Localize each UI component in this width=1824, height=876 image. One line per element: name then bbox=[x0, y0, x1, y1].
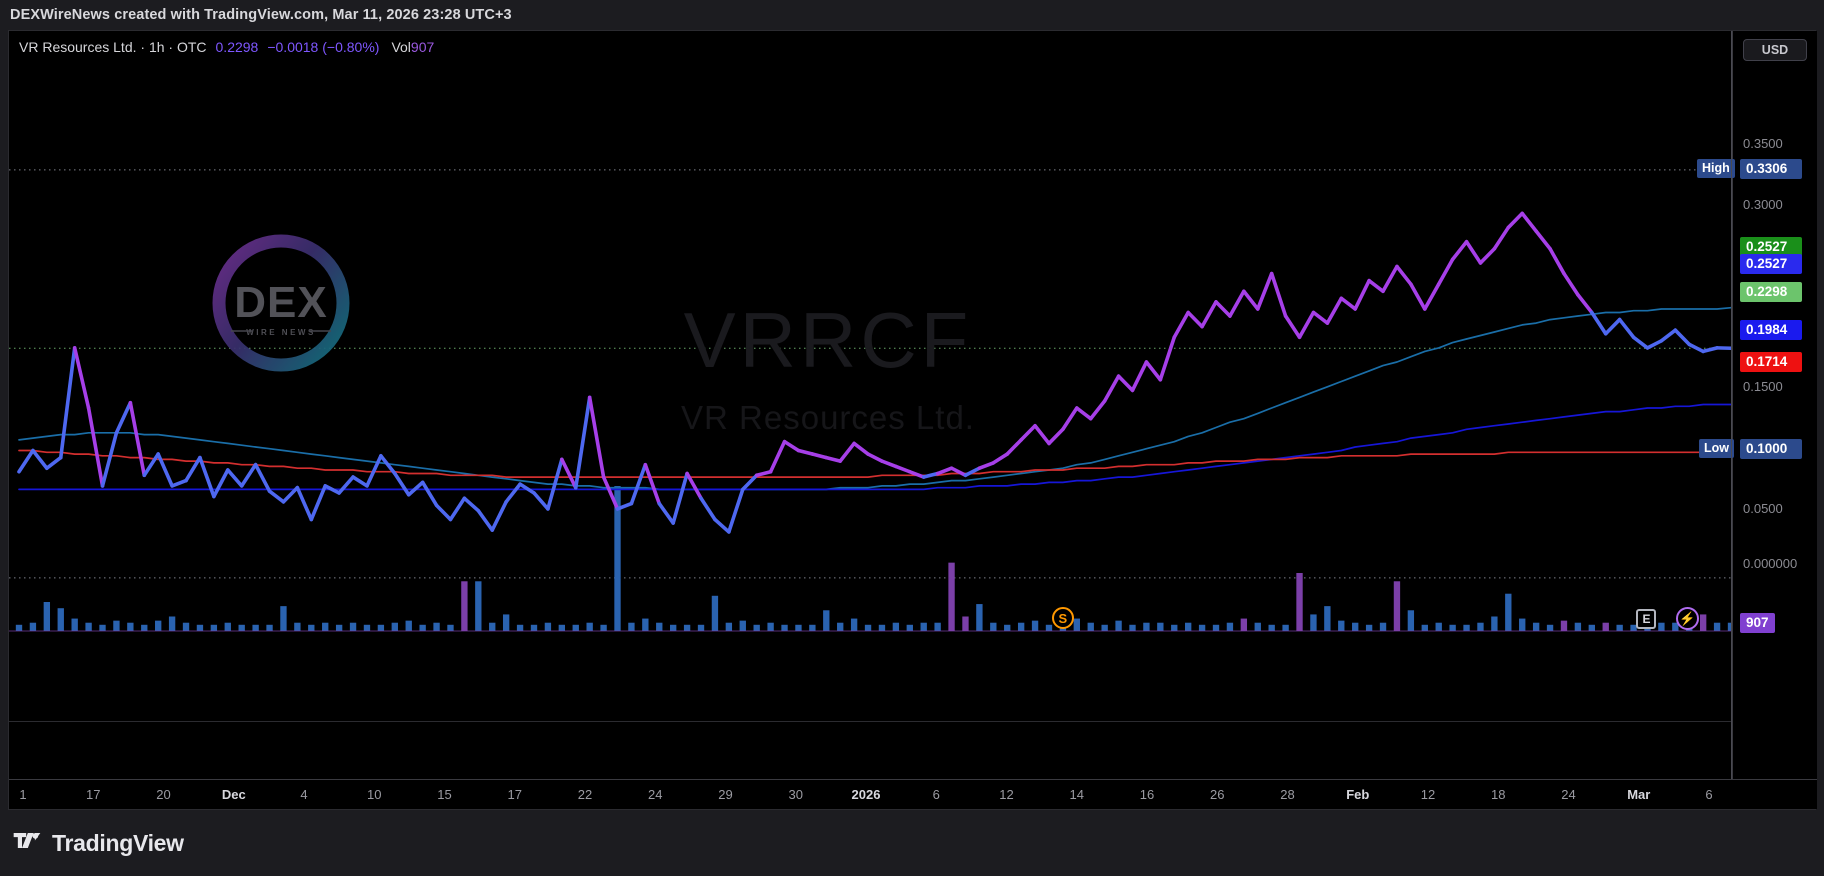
x-tick-14: 12 bbox=[999, 787, 1014, 802]
price-badge-ma-short[interactable]: 0.1984 bbox=[1740, 320, 1802, 340]
tradingview-brand-label: TradingView bbox=[52, 829, 184, 856]
x-tick-21: 18 bbox=[1491, 787, 1506, 802]
dexwirenews-logo-watermark: DEX WIRE NEWS bbox=[212, 234, 350, 372]
x-tick-22: 24 bbox=[1561, 787, 1576, 802]
split-marker[interactable]: S bbox=[1051, 607, 1074, 629]
time-axis[interactable]: 1 17 20 Dec 4 10 15 17 22 24 29 30 2026 6 12 14 16 26 28 Fe… bbox=[9, 779, 1817, 809]
y-tick-1: 0.3000 bbox=[1743, 197, 1783, 212]
price-axis[interactable]: USD 0.3500 0.3000 0.1500 0.0500 0.000000… bbox=[1732, 31, 1817, 779]
x-tick-2: 20 bbox=[156, 787, 171, 802]
tradingview-logo-icon bbox=[13, 833, 41, 848]
dividend-marker[interactable]: ⚡ bbox=[1676, 607, 1699, 630]
x-tick-16: 16 bbox=[1139, 787, 1155, 802]
chart-frame: VRRCF VR Resources Ltd. DEX WIRE NEWS bbox=[8, 30, 1817, 810]
currency-badge[interactable]: USD bbox=[1743, 39, 1807, 61]
x-tick-13: 6 bbox=[932, 787, 940, 802]
x-tick-0: 1 bbox=[19, 787, 27, 802]
x-tick-9: 24 bbox=[648, 787, 663, 802]
x-tick-12: 2026 bbox=[851, 787, 881, 802]
legend-volume-label: Vol bbox=[391, 39, 411, 55]
crosshair-vertical bbox=[1731, 31, 1732, 779]
price-badge-ma-long[interactable]: 0.1714 bbox=[1740, 352, 1802, 372]
x-tick-11: 30 bbox=[788, 787, 803, 802]
indicator-subpane bbox=[9, 721, 1817, 779]
legend-symbol: VR Resources Ltd. · 1h · OTC bbox=[19, 39, 207, 55]
y-tick-2: 0.1500 bbox=[1743, 379, 1783, 394]
y-tick-0: 0.3500 bbox=[1743, 136, 1783, 151]
legend-last-price: 0.2298 bbox=[215, 39, 259, 55]
x-tick-17: 26 bbox=[1210, 787, 1225, 802]
low-line-tag: Low bbox=[1699, 439, 1734, 458]
company-watermark: VR Resources Ltd. bbox=[681, 399, 975, 436]
x-tick-1: 17 bbox=[86, 787, 101, 802]
price-badge-last[interactable]: 0.2298 bbox=[1740, 282, 1802, 302]
price-badge-ma-mid[interactable]: 0.2527 bbox=[1740, 237, 1802, 257]
x-tick-4: 4 bbox=[300, 787, 308, 802]
price-badge-low[interactable]: 0.1000 bbox=[1740, 439, 1802, 459]
x-tick-18: 28 bbox=[1280, 787, 1295, 802]
svg-text:WIRE NEWS: WIRE NEWS bbox=[246, 328, 316, 337]
x-tick-19: Feb bbox=[1346, 787, 1370, 802]
x-tick-7: 17 bbox=[507, 787, 522, 802]
chart-legend[interactable]: VR Resources Ltd. · 1h · OTC 0.2298 −0.0… bbox=[19, 39, 434, 55]
price-badge-high[interactable]: 0.3306 bbox=[1740, 159, 1802, 179]
x-tick-10: 29 bbox=[718, 787, 733, 802]
legend-change: −0.0018 (−0.80%) bbox=[267, 39, 380, 55]
x-tick-3: Dec bbox=[221, 787, 246, 802]
x-tick-5: 10 bbox=[367, 787, 382, 802]
high-line-tag: High bbox=[1697, 159, 1735, 178]
legend-volume-value: 907 bbox=[410, 39, 435, 55]
x-tick-24: 6 bbox=[1705, 787, 1713, 802]
x-tick-6: 15 bbox=[437, 787, 452, 802]
price-badge-ma-mid2[interactable]: 0.2527 bbox=[1740, 254, 1802, 274]
x-tick-8: 22 bbox=[577, 787, 593, 802]
ticker-watermark: VRRCF bbox=[683, 296, 973, 384]
chart-plot-area[interactable]: VRRCF VR Resources Ltd. DEX WIRE NEWS bbox=[9, 31, 1732, 779]
price-series-canvas bbox=[9, 169, 1732, 632]
volume-badge[interactable]: 907 bbox=[1740, 613, 1775, 633]
attribution-bar: DEXWireNews created with TradingView.com… bbox=[0, 0, 1824, 30]
earnings-marker[interactable]: E bbox=[1636, 609, 1657, 629]
footer-branding: TradingView bbox=[0, 810, 1824, 876]
x-tick-23: Mar bbox=[1627, 787, 1651, 802]
x-tick-20: 12 bbox=[1420, 787, 1436, 802]
x-tick-15: 14 bbox=[1069, 787, 1084, 802]
y-tick-4: 0.000000 bbox=[1743, 556, 1798, 571]
y-tick-3: 0.0500 bbox=[1743, 501, 1783, 516]
svg-text:DEX: DEX bbox=[234, 278, 327, 327]
